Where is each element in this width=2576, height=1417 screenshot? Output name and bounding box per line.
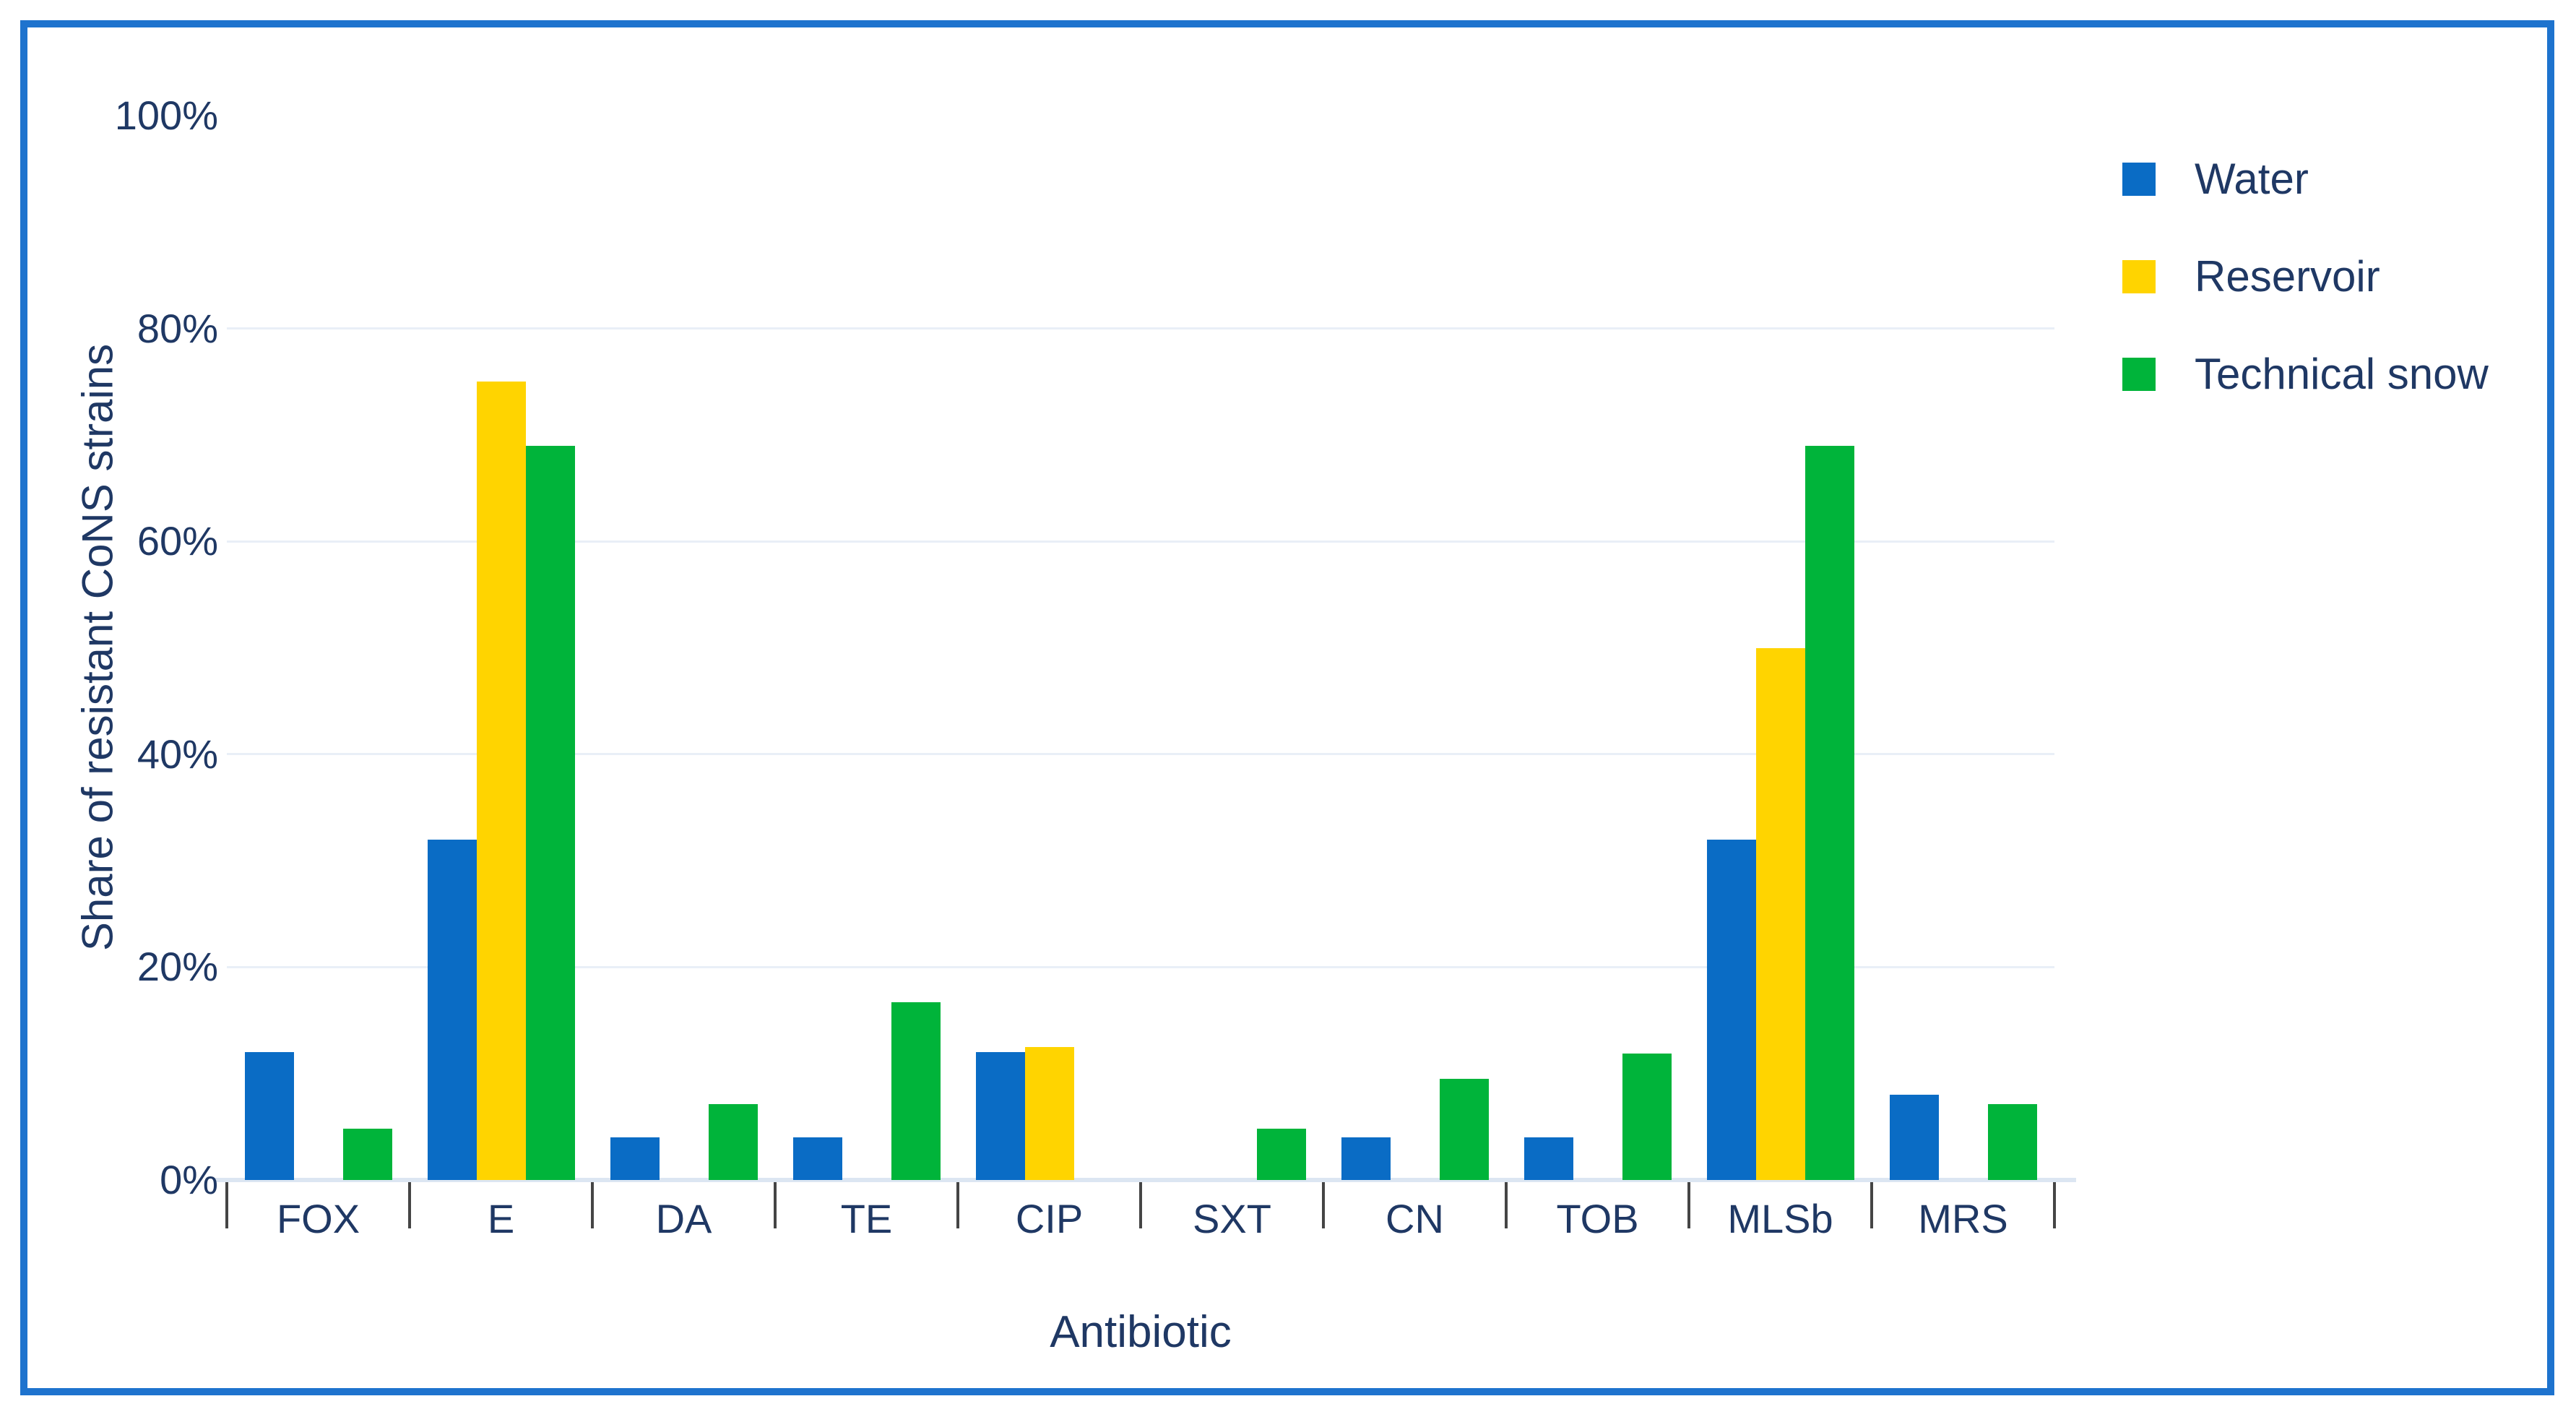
- bar-technical-snow-sxt: [1256, 1129, 1306, 1180]
- bar-technical-snow-te: [891, 1002, 941, 1180]
- legend-item-reservoir: Reservoir: [2122, 252, 2489, 301]
- legend-label: Water: [2195, 155, 2309, 203]
- x-axis-line: [214, 1178, 2076, 1182]
- y-tick-label-40: 40%: [137, 731, 218, 777]
- gridline-80: [227, 327, 2054, 330]
- x-category-label-e: E: [487, 1196, 515, 1241]
- gridline-20: [227, 965, 2054, 968]
- x-category-label-cip: CIP: [1015, 1196, 1084, 1241]
- x-category-label-mrs: MRS: [1918, 1196, 2008, 1241]
- figure-border: [20, 20, 2554, 1395]
- x-category-label-cn: CN: [1386, 1196, 1444, 1241]
- legend-label: Technical snow: [2195, 350, 2489, 398]
- bar-technical-snow-da: [708, 1104, 758, 1180]
- plot-area: [214, 116, 2076, 1182]
- x-tick-mark: [1505, 1182, 1508, 1228]
- x-category-label-da: DA: [655, 1196, 712, 1241]
- bar-water-e: [427, 839, 477, 1180]
- x-axis-title: Antibiotic: [1050, 1307, 1232, 1357]
- bar-technical-snow-fox: [342, 1129, 392, 1180]
- water-swatch-icon: [2122, 163, 2156, 196]
- x-category-label-te: TE: [840, 1196, 893, 1241]
- bar-reservoir-e: [476, 382, 526, 1180]
- x-tick-mark: [2053, 1182, 2056, 1228]
- bar-reservoir-cip: [1024, 1046, 1074, 1180]
- y-tick-label-100: 100%: [114, 92, 218, 138]
- y-tick-label-60: 60%: [137, 518, 218, 564]
- x-tick-mark: [591, 1182, 594, 1228]
- x-tick-mark: [408, 1182, 411, 1228]
- x-category-label-sxt: SXT: [1193, 1196, 1271, 1241]
- legend-item-technical-snow: Technical snow: [2122, 350, 2489, 398]
- bar-water-da: [610, 1137, 660, 1180]
- bar-water-fox: [244, 1052, 294, 1180]
- x-tick-mark: [956, 1182, 959, 1228]
- bar-technical-snow-mlsb: [1805, 445, 1854, 1180]
- x-tick-mark: [225, 1182, 228, 1228]
- y-tick-label-80: 80%: [137, 305, 218, 351]
- bar-technical-snow-cn: [1439, 1079, 1489, 1180]
- x-tick-mark: [1322, 1182, 1325, 1228]
- bar-technical-snow-tob: [1622, 1053, 1672, 1180]
- bar-water-te: [792, 1137, 842, 1180]
- bar-water-mlsb: [1706, 839, 1756, 1180]
- legend: Water Reservoir Technical snow: [2122, 155, 2489, 398]
- y-tick-label-0: 0%: [160, 1157, 218, 1202]
- reservoir-swatch-icon: [2122, 260, 2156, 293]
- x-category-label-fox: FOX: [276, 1196, 360, 1241]
- bar-water-mrs: [1889, 1095, 1939, 1180]
- x-category-label-mlsb: MLSb: [1727, 1196, 1833, 1241]
- x-tick-mark: [774, 1182, 777, 1228]
- y-tick-label-20: 20%: [137, 944, 218, 990]
- technical-snow-swatch-icon: [2122, 358, 2156, 391]
- bar-water-tob: [1523, 1137, 1573, 1180]
- legend-item-water: Water: [2122, 155, 2489, 203]
- gridline-60: [227, 540, 2054, 543]
- x-tick-mark: [1870, 1182, 1873, 1228]
- legend-label: Reservoir: [2195, 252, 2380, 301]
- x-category-label-tob: TOB: [1556, 1196, 1639, 1241]
- x-tick-mark: [1687, 1182, 1690, 1228]
- y-axis-title: Share of resistant CoNS strains: [73, 343, 122, 952]
- x-tick-mark: [1139, 1182, 1142, 1228]
- gridline-40: [227, 753, 2054, 756]
- bar-technical-snow-mrs: [1987, 1104, 2037, 1180]
- bar-technical-snow-e: [525, 445, 575, 1180]
- bar-reservoir-mlsb: [1755, 647, 1805, 1180]
- bar-water-cn: [1341, 1137, 1391, 1180]
- bar-water-cip: [975, 1052, 1025, 1180]
